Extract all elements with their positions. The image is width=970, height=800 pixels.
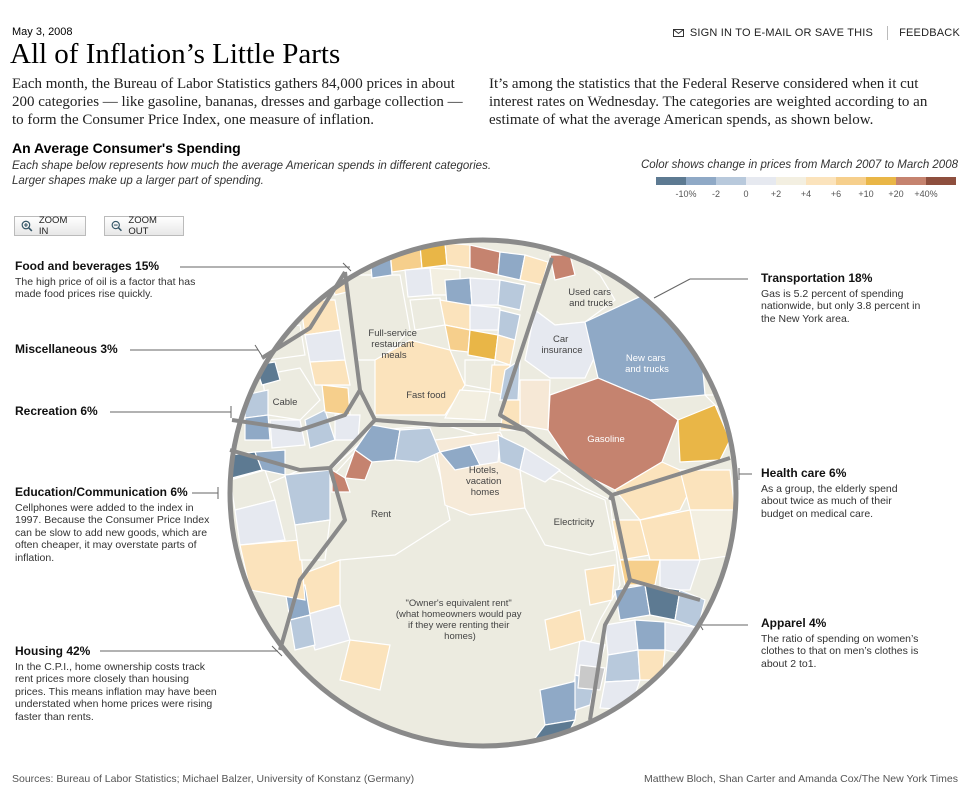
callout-edu-text: Cellphones were added to the index in 19… <box>15 501 210 564</box>
boundary-food-trans <box>498 257 554 432</box>
intro-left: Each month, the Bureau of Labor Statisti… <box>12 76 463 128</box>
label-full-service: Full-service restaurant meals <box>368 328 419 361</box>
legend-tick-label: +20 <box>888 189 904 199</box>
boundary-health-apparel <box>588 494 632 721</box>
callout-rec: Recreation 6% <box>15 405 98 421</box>
top-toolbar: SIGN IN TO E-MAIL OR SAVE THIS FEEDBACK <box>672 26 960 40</box>
treemap-cells <box>230 240 736 746</box>
legend-swatch-0 <box>656 177 686 185</box>
intro-right: It’s among the statistics that the Feder… <box>489 76 928 128</box>
legend-caption: Color shows change in prices from March … <box>640 159 958 171</box>
legend-tick-label: +4 <box>800 189 812 199</box>
legend-ticks: -10% -2 0 +2 +4 +6 +10 +20 +40% <box>656 185 956 199</box>
callout-apparel-text: The ratio of spending on women’s clothes… <box>761 632 919 670</box>
callout-housing-title: Housing 42% <box>15 644 91 658</box>
color-legend: -10% -2 0 +2 +4 +6 +10 +20 +40% <box>656 177 956 199</box>
legend-swatch-5 <box>806 177 836 185</box>
label-hotels: Hotels, vacation homes <box>466 465 504 498</box>
legend-tick-label: 0 <box>743 189 749 199</box>
label-new-cars: New cars and trucks <box>625 353 669 375</box>
cell-car-insurance <box>524 308 601 379</box>
category-boundaries <box>229 257 731 721</box>
callout-trans-title: Transportation 18% <box>761 271 873 285</box>
mail-icon <box>672 29 684 37</box>
label-used-cars: Used cars and trucks <box>568 287 613 309</box>
sources: Sources: Bureau of Labor Statistics; Mic… <box>12 773 415 785</box>
legend-tick-label: -2 <box>711 189 721 199</box>
legend-swatch-9 <box>926 177 956 185</box>
callout-apparel: Apparel 4% The ratio of spending on wome… <box>761 617 926 670</box>
boundary-edu-housing <box>229 418 377 472</box>
boundary-food-housing <box>374 418 526 432</box>
legend-swatch-2 <box>716 177 746 185</box>
callout-misc-title: Miscellaneous 3% <box>15 342 118 356</box>
legend-swatch-7 <box>866 177 896 185</box>
legend-color-bar <box>656 177 956 185</box>
section-line-1: Each shape below represents how much the… <box>12 160 492 172</box>
callout-leaders <box>100 262 752 657</box>
section-line-2: Larger shapes make up a larger part of s… <box>12 175 264 187</box>
callout-food: Food and beverages 15% The high price of… <box>15 260 215 301</box>
label-fast-food: Fast food <box>406 390 446 401</box>
section-description: Each shape below represents how much the… <box>12 159 552 189</box>
legend-tick-label: +10 <box>858 189 874 199</box>
zoom-in-button[interactable]: ZOOM IN <box>14 215 86 237</box>
callout-apparel-title: Apparel 4% <box>761 616 827 630</box>
label-electricity: Electricity <box>554 517 595 528</box>
zoom-out-icon <box>111 220 122 232</box>
callout-misc: Miscellaneous 3% <box>15 343 118 359</box>
zoom-out-label: ZOOM OUT <box>128 215 157 237</box>
label-rent: Rent <box>371 509 391 520</box>
label-car-insurance: Car insurance <box>541 334 582 356</box>
leader-housing-tick <box>271 645 283 657</box>
credit: Matthew Bloch, Shan Carter and Amanda Co… <box>644 773 958 785</box>
zoom-in-icon <box>21 220 33 232</box>
boundary-rec-edu <box>231 388 362 432</box>
zoom-in-label: ZOOM IN <box>38 215 68 237</box>
callout-health: Health care 6% As a group, the elderly s… <box>761 467 926 520</box>
callout-health-title: Health care 6% <box>761 466 847 480</box>
boundary-apparel-top <box>629 578 701 602</box>
cell-electricity <box>519 469 616 556</box>
legend-swatch-3 <box>746 177 776 185</box>
callout-food-title: Food and beverages 15% <box>15 259 160 273</box>
date: May 3, 2008 <box>12 26 73 38</box>
zoom-out-button[interactable]: ZOOM OUT <box>104 215 184 237</box>
legend-swatch-1 <box>686 177 716 185</box>
label-cable: Cable <box>273 397 298 408</box>
callout-rec-title: Recreation 6% <box>15 404 98 418</box>
callout-trans: Transportation 18% Gas is 5.2 percent of… <box>761 272 926 325</box>
callout-edu: Education/Communication 6% Cellphones we… <box>15 486 210 564</box>
callout-food-text: The high price of oil is a factor that h… <box>15 275 196 301</box>
callout-edu-title: Education/Communication 6% <box>15 485 188 499</box>
section-title: An Average Consumer's Spending <box>12 140 241 156</box>
legend-swatch-6 <box>836 177 866 185</box>
legend-swatch-4 <box>776 177 806 185</box>
legend-tick-label: +2 <box>770 189 782 199</box>
callout-housing-text: In the C.P.I., home ownership costs trac… <box>15 660 217 723</box>
callout-housing: Housing 42% In the C.P.I., home ownershi… <box>15 645 220 723</box>
page-title: All of Inflation’s Little Parts <box>10 38 341 70</box>
email-save-link[interactable]: SIGN IN TO E-MAIL OR SAVE THIS <box>689 27 874 39</box>
outer-ring <box>227 237 739 749</box>
legend-tick-label: +40% <box>914 189 938 199</box>
leader-trans <box>653 278 691 299</box>
legend-tick-label: +6 <box>830 189 842 199</box>
legend-tick-label: -10% <box>675 189 697 199</box>
toolbar-divider <box>887 26 889 40</box>
leader-food-tick <box>342 262 352 272</box>
boundary-edu-south <box>278 467 347 651</box>
callout-trans-text: Gas is 5.2 percent of spending nationwid… <box>761 287 921 325</box>
callout-health-text: As a group, the elderly spend about twic… <box>761 482 898 520</box>
leader-misc-tick <box>254 344 263 357</box>
label-owners-equivalent-rent: "Owner's equivalent rent" (what homeowne… <box>396 598 524 642</box>
legend-swatch-8 <box>896 177 926 185</box>
label-gasoline: Gasoline <box>587 434 625 445</box>
feedback-link[interactable]: FEEDBACK <box>899 27 960 39</box>
